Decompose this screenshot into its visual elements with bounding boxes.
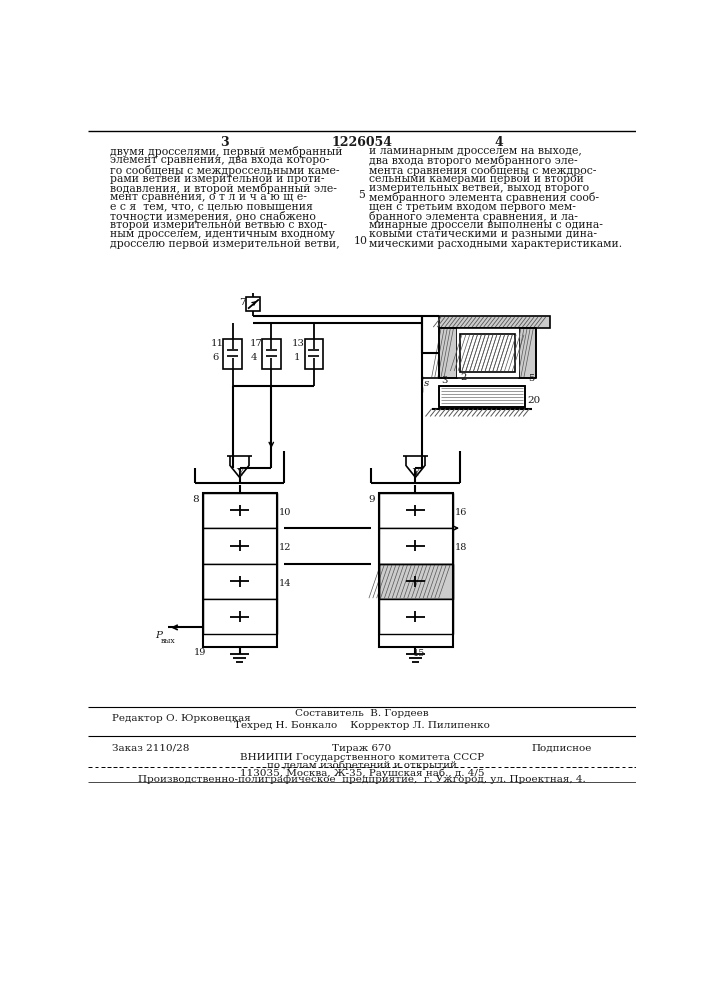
Text: Производственно-полиграфическое  предприятие,  г. Ужгород, ул. Проектная, 4.: Производственно-полиграфическое предприя…	[138, 774, 586, 784]
Text: мент сравнения, о т л и ч а ю щ е-: мент сравнения, о т л и ч а ю щ е-	[110, 192, 307, 202]
Text: 13: 13	[292, 339, 305, 348]
Text: и ламинарным дросселем на выходе,: и ламинарным дросселем на выходе,	[369, 146, 582, 156]
Bar	[379, 493, 452, 647]
Text: Тираж 670: Тираж 670	[332, 744, 392, 753]
Bar	[203, 493, 276, 647]
Bar	[203, 599, 276, 634]
Text: Редактор О. Юрковецкая: Редактор О. Юрковецкая	[112, 714, 250, 723]
Text: щен с третьим входом первого мем-: щен с третьим входом первого мем-	[369, 202, 575, 212]
Text: водавления, и второй мембранный эле-: водавления, и второй мембранный эле-	[110, 183, 337, 194]
Text: ВНИИПИ Государственного комитета СССР: ВНИИПИ Государственного комитета СССР	[240, 753, 484, 762]
Bar	[203, 564, 276, 599]
Text: 1226054: 1226054	[332, 136, 392, 149]
Text: точности измерения, оно снабжено: точности измерения, оно снабжено	[110, 211, 316, 222]
Text: 4: 4	[495, 136, 503, 149]
Bar	[262, 339, 281, 369]
Bar	[440, 328, 457, 378]
Bar	[460, 334, 515, 372]
Text: Y: Y	[411, 468, 419, 478]
Text: 4: 4	[251, 353, 257, 362]
Bar	[223, 339, 242, 369]
Text: 2: 2	[460, 373, 467, 382]
Text: 10: 10	[354, 236, 368, 246]
Text: Техред Н. Бонкало    Корректор Л. Пилипенко: Техред Н. Бонкало Корректор Л. Пилипенко	[234, 721, 490, 730]
Text: 19: 19	[194, 648, 206, 657]
Text: Заказ 2110/28: Заказ 2110/28	[112, 744, 189, 753]
Text: s: s	[424, 379, 429, 388]
Text: бранного элемента сравнения, и ла-: бранного элемента сравнения, и ла-	[369, 211, 578, 222]
Bar	[305, 339, 323, 369]
Text: е с я  тем, что, с целью повышения: е с я тем, что, с целью повышения	[110, 202, 313, 212]
Text: двумя дросселями, первый мембранный: двумя дросселями, первый мембранный	[110, 146, 343, 157]
Bar	[440, 386, 525, 407]
Text: Подписное: Подписное	[532, 744, 592, 753]
Text: ковыми статическими и разными дина-: ковыми статическими и разными дина-	[369, 229, 597, 239]
Text: 3: 3	[441, 376, 448, 385]
Text: мическими расходными характеристиками.: мическими расходными характеристиками.	[369, 239, 622, 249]
Bar	[379, 493, 452, 528]
Text: 16: 16	[455, 508, 467, 517]
Bar	[379, 599, 452, 634]
Text: мента сравнения сообщены с междрос-: мента сравнения сообщены с междрос-	[369, 165, 596, 176]
Text: второй измерительной ветвью с вход-: второй измерительной ветвью с вход-	[110, 220, 327, 230]
Text: 15: 15	[413, 649, 426, 658]
Text: 3: 3	[220, 136, 228, 149]
Text: 1: 1	[293, 353, 300, 362]
Text: элемент сравнения, два входа которо-: элемент сравнения, два входа которо-	[110, 155, 329, 165]
Text: Y: Y	[236, 468, 243, 478]
Text: 8: 8	[192, 495, 199, 504]
Bar	[379, 564, 452, 599]
Text: 9: 9	[368, 495, 375, 504]
Text: 14: 14	[279, 579, 291, 588]
Text: 18: 18	[455, 544, 467, 552]
Bar	[379, 528, 452, 564]
Text: Составитель  В. Гордеев: Составитель В. Гордеев	[295, 709, 428, 718]
Text: 17: 17	[250, 339, 262, 348]
Text: сельными камерами первой и второй: сельными камерами первой и второй	[369, 174, 584, 184]
Text: дросселю первой измерительной ветви,: дросселю первой измерительной ветви,	[110, 239, 340, 249]
Text: ным дросселем, идентичным входному: ным дросселем, идентичным входному	[110, 229, 335, 239]
Bar	[379, 564, 452, 599]
Bar	[203, 528, 276, 564]
Bar	[440, 316, 550, 328]
Text: рами ветвей измерительной и проти-: рами ветвей измерительной и проти-	[110, 174, 325, 184]
Text: мембранного элемента сравнения сооб-: мембранного элемента сравнения сооб-	[369, 192, 599, 203]
Text: измерительных ветвей, выход второго: измерительных ветвей, выход второго	[369, 183, 589, 193]
Text: 12: 12	[279, 544, 291, 552]
Bar	[440, 386, 525, 407]
Text: го сообщены с междроссельными каме-: го сообщены с междроссельными каме-	[110, 165, 339, 176]
Text: 11: 11	[211, 339, 224, 348]
Text: 20: 20	[528, 396, 541, 405]
Text: 10: 10	[279, 508, 291, 517]
Bar	[247, 297, 260, 311]
Text: 6: 6	[212, 353, 218, 362]
Text: 5: 5	[529, 374, 535, 383]
Bar	[519, 328, 537, 378]
Bar	[457, 328, 519, 378]
Text: 113035, Москва, Ж-35, Раушская наб., д. 4/5: 113035, Москва, Ж-35, Раушская наб., д. …	[240, 768, 484, 778]
Text: 5: 5	[358, 190, 365, 200]
Bar	[203, 493, 276, 528]
Text: 7: 7	[239, 298, 245, 307]
Text: минарные дроссели выполнены с одина-: минарные дроссели выполнены с одина-	[369, 220, 603, 230]
Text: по делам изобретений и открытий: по делам изобретений и открытий	[267, 761, 457, 770]
Text: вых: вых	[160, 637, 175, 645]
Text: Р: Р	[155, 631, 162, 640]
Text: два входа второго мембранного эле-: два входа второго мембранного эле-	[369, 155, 578, 166]
